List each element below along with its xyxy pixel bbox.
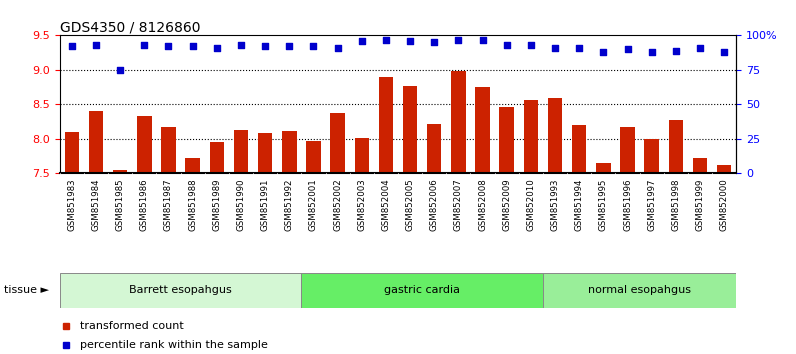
Point bbox=[501, 42, 513, 48]
Text: GSM852002: GSM852002 bbox=[333, 178, 342, 231]
Text: percentile rank within the sample: percentile rank within the sample bbox=[80, 340, 268, 350]
Bar bbox=[451, 71, 466, 173]
Text: GSM852003: GSM852003 bbox=[357, 178, 366, 231]
Text: gastric cardia: gastric cardia bbox=[384, 285, 460, 295]
Bar bbox=[645, 139, 659, 173]
Bar bbox=[500, 107, 514, 173]
Text: GSM851984: GSM851984 bbox=[92, 178, 100, 231]
Point bbox=[404, 38, 416, 44]
Text: GSM851998: GSM851998 bbox=[671, 178, 681, 231]
Point bbox=[525, 42, 537, 48]
Text: GSM851991: GSM851991 bbox=[260, 178, 270, 231]
Bar bbox=[137, 116, 151, 173]
Point bbox=[428, 40, 441, 45]
Point bbox=[138, 42, 150, 48]
Bar bbox=[161, 127, 176, 173]
Text: GSM852008: GSM852008 bbox=[478, 178, 487, 231]
Point bbox=[646, 49, 658, 55]
Point bbox=[235, 42, 248, 48]
Bar bbox=[572, 125, 587, 173]
Bar bbox=[258, 133, 272, 173]
Point bbox=[380, 37, 392, 42]
Point bbox=[718, 49, 731, 55]
Bar bbox=[403, 86, 417, 173]
Bar bbox=[717, 165, 732, 173]
Text: GSM851988: GSM851988 bbox=[188, 178, 197, 231]
Bar bbox=[185, 158, 200, 173]
Bar bbox=[693, 158, 708, 173]
Text: GSM851986: GSM851986 bbox=[140, 178, 149, 231]
Point bbox=[283, 44, 295, 49]
Point bbox=[210, 45, 223, 51]
Bar bbox=[596, 163, 611, 173]
Bar bbox=[302, 273, 543, 308]
Text: GSM851999: GSM851999 bbox=[696, 178, 704, 231]
Bar bbox=[543, 273, 736, 308]
Point bbox=[597, 49, 610, 55]
Point bbox=[693, 45, 706, 51]
Text: normal esopahgus: normal esopahgus bbox=[588, 285, 691, 295]
Text: GSM851989: GSM851989 bbox=[213, 178, 221, 231]
Point bbox=[259, 44, 271, 49]
Bar bbox=[524, 99, 538, 173]
Text: GDS4350 / 8126860: GDS4350 / 8126860 bbox=[60, 20, 201, 34]
Point bbox=[476, 37, 489, 42]
Text: GSM852001: GSM852001 bbox=[309, 178, 318, 231]
Text: GSM851994: GSM851994 bbox=[575, 178, 583, 231]
Text: GSM851997: GSM851997 bbox=[647, 178, 656, 231]
Text: tissue ►: tissue ► bbox=[4, 285, 49, 295]
Bar bbox=[379, 77, 393, 173]
Bar bbox=[330, 113, 345, 173]
Text: GSM851985: GSM851985 bbox=[115, 178, 125, 231]
Bar bbox=[548, 98, 562, 173]
Point bbox=[114, 67, 127, 73]
Text: GSM852005: GSM852005 bbox=[406, 178, 415, 231]
Text: GSM851990: GSM851990 bbox=[236, 178, 245, 231]
Bar bbox=[669, 120, 683, 173]
Bar bbox=[234, 130, 248, 173]
Text: GSM852004: GSM852004 bbox=[381, 178, 390, 231]
Text: GSM851983: GSM851983 bbox=[68, 178, 76, 231]
Text: GSM851993: GSM851993 bbox=[551, 178, 560, 231]
Bar bbox=[60, 273, 302, 308]
Text: GSM852009: GSM852009 bbox=[502, 178, 511, 231]
Point bbox=[186, 44, 199, 49]
Text: GSM851996: GSM851996 bbox=[623, 178, 632, 231]
Point bbox=[548, 45, 561, 51]
Bar bbox=[64, 132, 79, 173]
Point bbox=[621, 46, 634, 52]
Text: GSM852010: GSM852010 bbox=[526, 178, 536, 231]
Point bbox=[452, 37, 465, 42]
Bar bbox=[427, 124, 442, 173]
Bar bbox=[620, 127, 635, 173]
Text: GSM851995: GSM851995 bbox=[599, 178, 608, 231]
Text: transformed count: transformed count bbox=[80, 321, 184, 331]
Point bbox=[573, 45, 586, 51]
Text: GSM851992: GSM851992 bbox=[285, 178, 294, 231]
Text: GSM852006: GSM852006 bbox=[430, 178, 439, 231]
Bar bbox=[354, 138, 369, 173]
Point bbox=[90, 42, 103, 48]
Bar bbox=[88, 111, 103, 173]
Point bbox=[65, 44, 78, 49]
Text: GSM852000: GSM852000 bbox=[720, 178, 728, 231]
Bar bbox=[209, 142, 224, 173]
Point bbox=[162, 44, 175, 49]
Bar bbox=[475, 87, 490, 173]
Point bbox=[355, 38, 368, 44]
Point bbox=[307, 44, 320, 49]
Point bbox=[331, 45, 344, 51]
Point bbox=[669, 48, 682, 53]
Bar bbox=[306, 141, 321, 173]
Text: GSM852007: GSM852007 bbox=[454, 178, 463, 231]
Bar bbox=[282, 131, 296, 173]
Text: Barrett esopahgus: Barrett esopahgus bbox=[129, 285, 232, 295]
Bar bbox=[113, 170, 127, 173]
Text: GSM851987: GSM851987 bbox=[164, 178, 173, 231]
